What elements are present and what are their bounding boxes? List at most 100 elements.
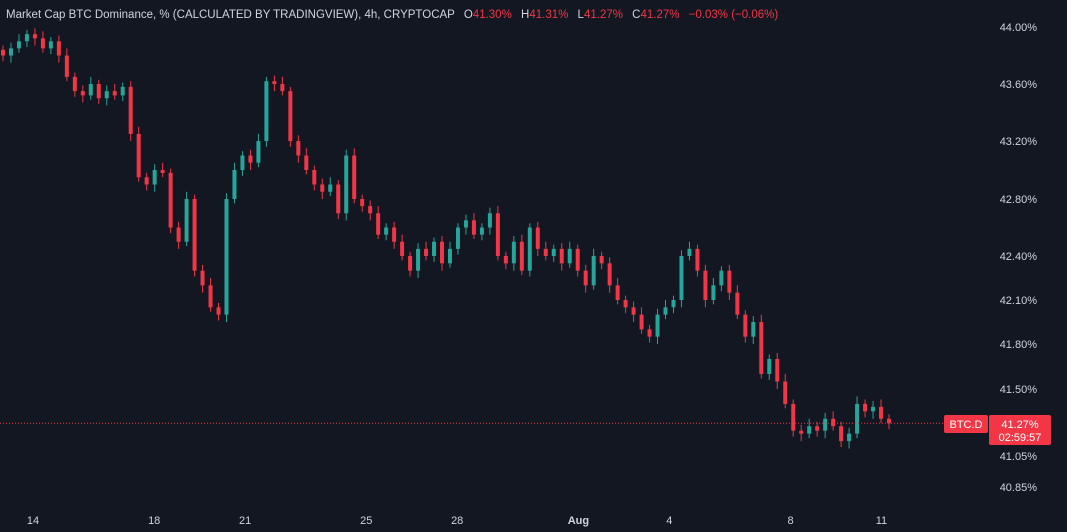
candle xyxy=(615,278,620,305)
candle xyxy=(783,374,788,409)
candle xyxy=(32,28,37,46)
price-badge: 41.27% 02:59:57 xyxy=(989,415,1051,445)
chart-legend: Market Cap BTC Dominance, % (CALCULATED … xyxy=(6,9,778,21)
candle xyxy=(280,76,285,96)
x-tick-label: 4 xyxy=(666,515,672,527)
candle xyxy=(432,237,437,262)
y-tick-label: 40.85% xyxy=(1000,482,1038,494)
candle xyxy=(703,264,708,308)
legend-close-value: 41.27% xyxy=(640,9,680,21)
x-tick-label: 18 xyxy=(148,515,160,527)
time-axis[interactable]: 14 18 21 25 28 Aug 4 8 11 xyxy=(27,515,887,527)
candle xyxy=(400,234,405,261)
candle xyxy=(487,207,492,235)
x-tick-label: 25 xyxy=(360,515,372,527)
y-tick-label: 41.05% xyxy=(1000,451,1038,463)
candle xyxy=(160,162,165,178)
candle xyxy=(751,316,756,344)
candle xyxy=(168,168,173,234)
candle xyxy=(328,177,333,197)
candle xyxy=(631,301,636,322)
price-badge-text: 41.27% xyxy=(1001,419,1039,431)
legend-change: −0.03% (−0.06%) xyxy=(688,9,779,21)
candle xyxy=(208,278,213,312)
candle xyxy=(759,314,764,379)
candle xyxy=(823,412,828,439)
candle xyxy=(495,206,500,261)
candle xyxy=(503,251,508,270)
y-tick-label: 44.00% xyxy=(1000,22,1038,34)
candle xyxy=(408,251,413,277)
candle xyxy=(767,354,772,380)
candle xyxy=(216,302,221,321)
candle xyxy=(80,85,85,103)
candle xyxy=(855,396,860,439)
candle xyxy=(232,162,237,204)
y-tick-label: 41.80% xyxy=(1000,339,1038,351)
candle xyxy=(527,223,532,277)
candle xyxy=(256,133,261,168)
candle xyxy=(583,264,588,293)
candle xyxy=(176,221,181,249)
x-tick-label: 14 xyxy=(27,515,39,527)
candle xyxy=(272,75,277,92)
candles-layer xyxy=(1,28,891,449)
candle xyxy=(72,72,77,97)
y-tick-label: 42.40% xyxy=(1000,251,1038,263)
candle xyxy=(815,421,820,437)
candle xyxy=(871,400,876,419)
candle xyxy=(887,414,891,430)
candle xyxy=(791,399,796,437)
candle xyxy=(575,244,580,277)
candle xyxy=(224,193,229,322)
candle xyxy=(599,251,604,270)
candle xyxy=(711,278,716,305)
candle xyxy=(416,243,421,278)
legend-high-label: H xyxy=(521,9,530,21)
candle xyxy=(807,418,812,439)
legend-high-value: 41.31% xyxy=(529,9,569,21)
candle xyxy=(775,353,780,389)
x-tick-label: Aug xyxy=(568,515,589,527)
candle xyxy=(312,165,317,191)
candle xyxy=(360,194,365,212)
candle xyxy=(64,48,69,82)
candle xyxy=(264,76,269,147)
candle xyxy=(16,34,21,53)
candle xyxy=(152,164,157,192)
candle xyxy=(455,223,460,255)
y-tick-label: 43.20% xyxy=(1000,136,1038,148)
candle xyxy=(336,180,341,219)
y-tick-label: 42.10% xyxy=(1000,295,1038,307)
candle xyxy=(471,213,476,239)
candle xyxy=(511,236,516,271)
candle xyxy=(735,285,740,320)
candle xyxy=(655,308,660,344)
candle xyxy=(551,244,556,262)
symbol-badge-text: BTC.D xyxy=(950,419,983,431)
candle xyxy=(112,84,117,100)
candle xyxy=(104,85,109,106)
candle xyxy=(679,250,684,308)
candle xyxy=(607,257,612,293)
candle xyxy=(320,178,325,199)
candle xyxy=(440,236,445,271)
candle xyxy=(1,45,5,62)
legend-open-label: O xyxy=(463,9,473,21)
candle xyxy=(136,126,141,182)
candle xyxy=(128,81,133,141)
candle xyxy=(184,191,189,247)
price-axis[interactable]: 44.00% 43.60% 43.20% 42.80% 42.40% 42.10% 41.8… xyxy=(1000,22,1038,494)
candle xyxy=(288,86,293,147)
candle xyxy=(879,399,884,424)
x-tick-label: 28 xyxy=(451,515,463,527)
candle xyxy=(96,79,101,104)
countdown-text: 02:59:57 xyxy=(999,432,1042,444)
candle xyxy=(384,223,389,241)
legend-title: Market Cap BTC Dominance, % (CALCULATED … xyxy=(6,9,455,21)
candle xyxy=(248,149,253,170)
y-tick-label: 41.50% xyxy=(1000,384,1038,396)
legend-low-label: L xyxy=(577,9,584,21)
y-tick-label: 43.60% xyxy=(1000,79,1038,91)
